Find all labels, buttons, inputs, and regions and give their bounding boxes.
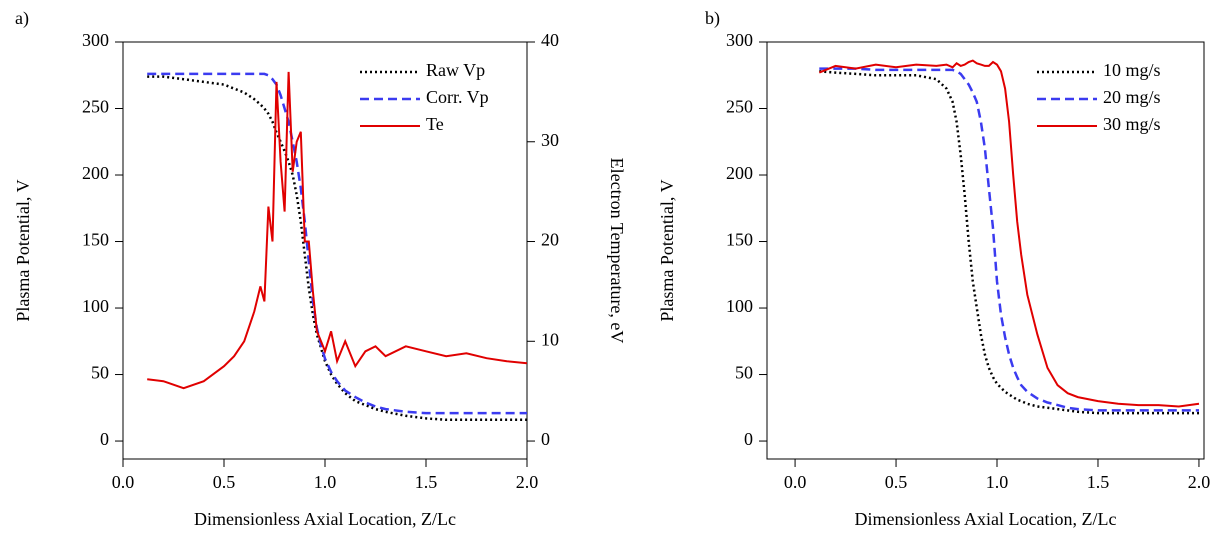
x-tick-label: 1.5 (415, 472, 438, 492)
panel-label: b) (705, 8, 720, 29)
y-axis-label: Plasma Potential, V (657, 179, 677, 321)
y2-tick-label: 10 (541, 329, 559, 349)
x-tick-label: 2.0 (1188, 472, 1211, 492)
data-line (818, 59, 1200, 408)
y2-tick-label: 0 (541, 429, 550, 449)
y-tick-label: 100 (82, 296, 109, 316)
x-tick-label: 0.5 (885, 472, 908, 492)
y2-tick-label: 20 (541, 230, 559, 250)
y-axis-label: Plasma Potential, V (13, 179, 33, 321)
y-tick-label: 0 (100, 429, 109, 449)
y-tick-label: 250 (82, 97, 109, 117)
legend-label: 30 mg/s (1103, 114, 1161, 134)
x-tick-label: 0.0 (784, 472, 807, 492)
legend-label: 20 mg/s (1103, 87, 1161, 107)
y-tick-label: 50 (91, 363, 109, 383)
data-line (147, 71, 528, 390)
y-tick-label: 300 (82, 30, 109, 50)
data-line (147, 75, 527, 422)
y-tick-label: 50 (735, 363, 753, 383)
y2-axis-label: Electron Temperature, eV (607, 158, 627, 344)
y-tick-label: 150 (82, 230, 109, 250)
y2-tick-label: 30 (541, 130, 559, 150)
plot-frame (766, 41, 1205, 460)
legend-label: Te (426, 114, 444, 134)
x-tick-label: 1.0 (314, 472, 337, 492)
y2-tick-label: 40 (541, 30, 559, 50)
y-tick-label: 200 (726, 163, 753, 183)
panel-label: a) (15, 8, 29, 29)
x-tick-label: 0.0 (112, 472, 135, 492)
x-axis-label: Dimensionless Axial Location, Z/Lc (855, 509, 1117, 529)
y-tick-label: 0 (744, 429, 753, 449)
x-tick-label: 0.5 (213, 472, 236, 492)
legend-label: 10 mg/s (1103, 60, 1161, 80)
y-tick-label: 300 (726, 30, 753, 50)
y-tick-label: 150 (726, 230, 753, 250)
y-tick-label: 100 (726, 296, 753, 316)
legend-label: Corr. Vp (426, 87, 489, 107)
data-line (819, 67, 1199, 412)
y-tick-label: 200 (82, 163, 109, 183)
x-axis-label: Dimensionless Axial Location, Z/Lc (194, 509, 456, 529)
x-tick-label: 2.0 (516, 472, 539, 492)
legend-label: Raw Vp (426, 60, 485, 80)
y-tick-label: 250 (726, 97, 753, 117)
x-tick-label: 1.0 (986, 472, 1009, 492)
x-tick-label: 1.5 (1087, 472, 1110, 492)
